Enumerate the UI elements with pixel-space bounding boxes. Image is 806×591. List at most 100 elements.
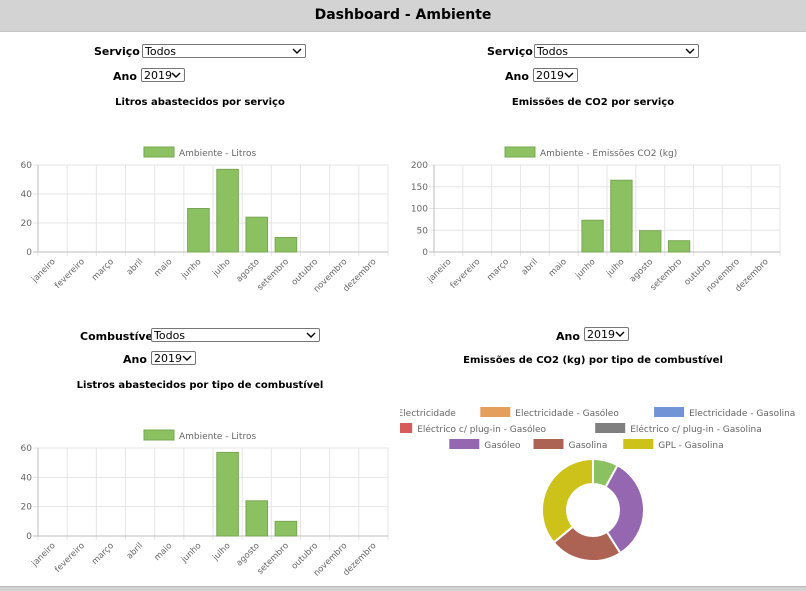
ano-select-value: 2019	[536, 69, 564, 82]
x-tick-label: janeiro	[425, 257, 453, 285]
x-tick-label: setembro	[255, 541, 291, 577]
bar	[639, 230, 662, 253]
legend-label: Gasóleo	[484, 440, 521, 451]
x-tick-label: março	[90, 257, 116, 283]
x-tick-label: setembro	[649, 257, 685, 293]
x-tick-label: agosto	[234, 541, 261, 568]
legend-swatch	[595, 423, 626, 433]
x-tick-label: maio	[152, 541, 174, 563]
x-tick-label: abril	[125, 541, 145, 561]
y-tick-label: 60	[21, 444, 33, 454]
chart-title-co2-servico: Emissões de CO2 por serviço	[511, 97, 675, 108]
y-tick-label: 40	[21, 190, 33, 200]
y-tick-label: 40	[21, 473, 33, 483]
x-tick-label: junho	[573, 257, 598, 282]
y-tick-label: 20	[21, 219, 33, 229]
x-tick-label: abril	[520, 257, 540, 277]
chevron-down-icon	[615, 331, 625, 337]
combustivel-select-value: Todos	[154, 329, 186, 342]
bar-chart-litros-servico: Ambiente - Litros 0 20 40 60 janeirofevereiro…	[21, 146, 389, 295]
servico-select-value: Todos	[145, 45, 177, 58]
chevron-down-icon	[292, 48, 302, 54]
legend-label: Ambiente - Litros	[179, 149, 256, 159]
ano-select[interactable]: 2019	[584, 327, 629, 341]
legend-label: Electricidade	[400, 409, 456, 419]
x-tick-label: julho	[604, 257, 626, 279]
x-tick-label: junho	[179, 541, 204, 566]
y-tick-label: 0	[26, 248, 32, 258]
x-tick-label: setembro	[255, 257, 291, 293]
legend-swatch	[143, 429, 175, 441]
bar	[274, 237, 298, 253]
chevron-down-icon	[564, 72, 574, 78]
ano-label: Ano	[505, 70, 529, 83]
y-tick-label: 100	[411, 205, 428, 215]
chart-title-litros-combustivel: Listros abastecidos por tipo de combustí…	[76, 380, 324, 391]
chevron-down-icon	[685, 48, 695, 54]
servico-label: Serviço	[487, 45, 533, 58]
y-tick-label: 150	[411, 183, 428, 193]
ano-label: Ano	[556, 330, 580, 343]
legend-label: Electricidade - Gasolina	[689, 409, 795, 419]
legend-swatch	[143, 146, 175, 158]
chart-title-litros-servico: Litros abastecidos por serviço	[115, 97, 285, 108]
y-tick-label: 50	[417, 226, 429, 236]
bar	[245, 216, 269, 253]
servico-select[interactable]: Todos	[142, 44, 306, 58]
legend-label: Electricidade - Gasóleo	[515, 408, 619, 419]
legend-label: GPL - Gasolina	[658, 441, 723, 451]
servico-label: Serviço	[94, 45, 140, 58]
header-bar: Dashboard - Ambiente	[0, 0, 806, 32]
x-tick-label: fevereiro	[449, 257, 483, 291]
donut-slice	[541, 457, 594, 544]
legend-label: Gasolina	[569, 441, 608, 451]
ano-select-value: 2019	[154, 352, 182, 365]
bar	[610, 179, 633, 253]
bar-chart-co2-servico: Ambiente - Emissões CO2 (kg) 0 50 100 150 200…	[411, 146, 781, 295]
bar	[581, 219, 604, 253]
legend-swatch	[504, 146, 536, 158]
legend-swatch	[400, 423, 413, 433]
bar-chart-litros-combustivel: Ambiente - Litros 0 20 40 60 janeirofevereiro…	[21, 429, 389, 579]
chevron-down-icon	[182, 355, 192, 361]
x-tick-label: junho	[179, 257, 204, 282]
x-tick-label: janeiro	[29, 257, 57, 285]
x-tick-label: maio	[152, 257, 174, 279]
legend-label: Ambiente - Litros	[179, 432, 256, 442]
x-tick-label: agosto	[628, 257, 655, 284]
x-tick-label: julho	[210, 257, 232, 279]
x-tick-label: março	[90, 541, 116, 567]
legend-label: Ambiente - Emissões CO2 (kg)	[540, 149, 677, 159]
x-tick-label: agosto	[234, 257, 261, 284]
x-tick-label: abril	[125, 257, 145, 277]
ano-select-value: 2019	[587, 328, 615, 341]
donut-slice	[604, 463, 645, 555]
servico-select-value: Todos	[537, 45, 569, 58]
bar	[667, 240, 691, 253]
x-tick-label: janeiro	[29, 541, 57, 569]
x-tick-label: fevereiro	[53, 257, 87, 291]
bottom-bar	[0, 586, 806, 591]
y-tick-label: 200	[411, 161, 428, 171]
legend-label: Eléctrico c/ plug-in - Gasolina	[630, 424, 762, 435]
y-tick-label: 60	[21, 161, 33, 171]
bar	[216, 451, 239, 537]
y-tick-label: 20	[21, 503, 33, 513]
ano-select[interactable]: 2019	[151, 351, 196, 365]
legend-swatch	[654, 407, 685, 417]
combustivel-label: Combustível	[80, 330, 157, 343]
bar	[274, 520, 298, 537]
x-tick-label: março	[485, 257, 511, 283]
combustivel-select[interactable]: Todos	[151, 328, 320, 342]
ano-select-value: 2019	[144, 69, 172, 82]
donut-chart-co2-combustivel: Electricidade Electricidade - Gasóleo Elec…	[400, 407, 795, 562]
x-tick-label: fevereiro	[53, 541, 87, 575]
bar	[216, 168, 239, 253]
ano-select[interactable]: 2019	[141, 68, 185, 82]
chevron-down-icon	[171, 72, 181, 78]
legend-swatch	[623, 439, 654, 449]
ano-label: Ano	[113, 70, 137, 83]
servico-select[interactable]: Todos	[534, 44, 699, 58]
ano-select[interactable]: 2019	[533, 68, 578, 82]
x-tick-label: maio	[547, 257, 569, 279]
